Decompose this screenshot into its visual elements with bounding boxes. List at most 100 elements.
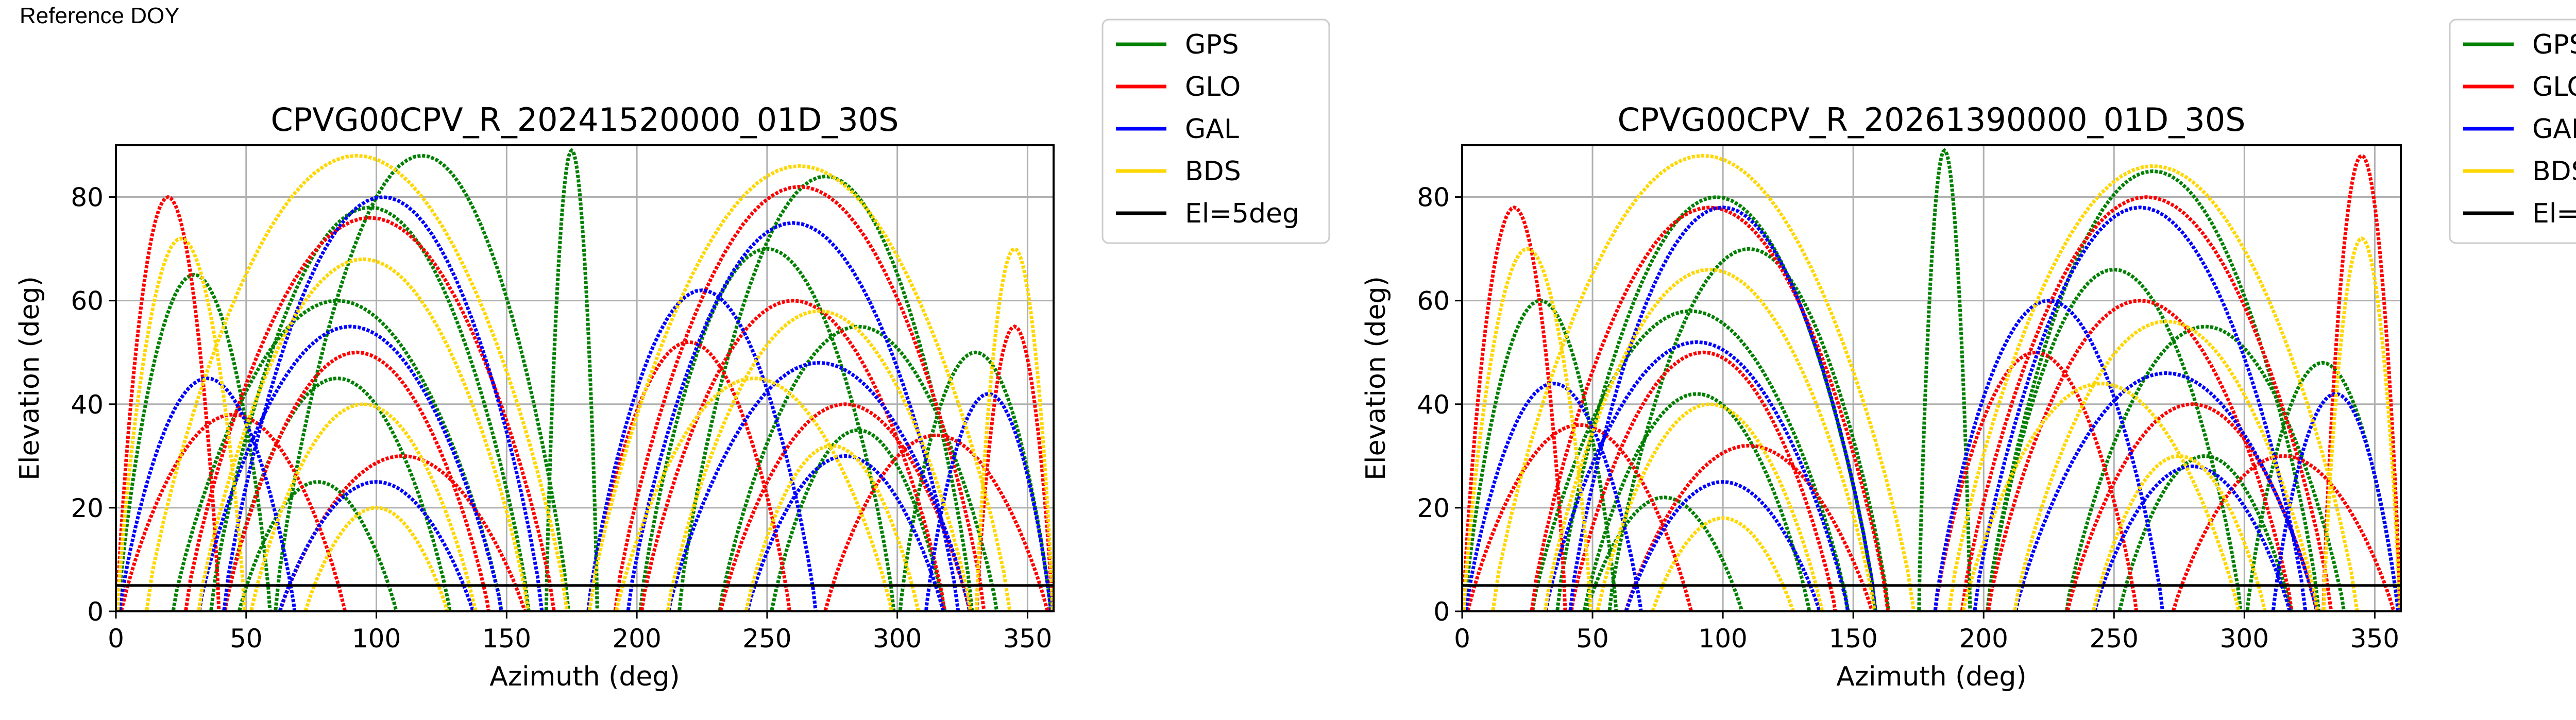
x-tick-label: 150 (482, 624, 531, 654)
series-gps-track (237, 480, 398, 611)
x-tick-label: 200 (1959, 624, 2008, 654)
y-axis-label: Elevation (deg) (14, 276, 45, 481)
series-gal-track (117, 376, 297, 611)
series-bds-track (2321, 236, 2401, 611)
series-glo-track (1569, 350, 1837, 611)
series-gps-track (1986, 169, 2321, 611)
series-bds-track (666, 309, 973, 611)
series-bds-track (1650, 516, 1795, 611)
x-tick-label: 50 (1576, 624, 1609, 654)
series-glo-track (278, 454, 527, 611)
series-gps-track (1607, 247, 1891, 611)
series-gal-track (278, 480, 475, 611)
series-glo-track (613, 184, 986, 611)
x-tick-label: 100 (352, 624, 401, 654)
legend-entry: GLO (1185, 72, 1241, 102)
x-tick-label: 250 (742, 624, 791, 654)
series-gps-track (1555, 195, 1877, 611)
chart-title: CPVG00CPV_R_20261390000_01D_30S (1618, 101, 2246, 139)
legend: GPS GLO GAL BDS El=5deg (2449, 19, 2576, 244)
series-gal-track (1973, 205, 2308, 611)
chart-title: CPVG00CPV_R_20241520000_01D_30S (271, 101, 899, 139)
legend-entry: GAL (2532, 114, 2576, 145)
y-tick-label: 60 (71, 286, 104, 316)
series-gps-track (1582, 392, 1811, 611)
series-gps-track (544, 148, 599, 611)
series-gal-track (667, 361, 972, 611)
series-gps-track (274, 153, 570, 611)
series-glo-track (2065, 402, 2319, 611)
legend-box (2449, 19, 2576, 244)
x-tick-label: 100 (1698, 624, 1747, 654)
series-glo-track (223, 350, 491, 611)
series-gal-track (1568, 205, 1878, 611)
plot-area (116, 148, 1054, 611)
legend-entry: GAL (1185, 114, 1239, 145)
y-axis-label: Elevation (deg) (1361, 276, 1392, 481)
x-tick-label: 0 (108, 624, 124, 654)
y-tick-label: 40 (1417, 390, 1450, 420)
x-tick-label: 350 (2350, 624, 2399, 654)
y-tick-label: 40 (71, 390, 104, 420)
legend-entry: GPS (1185, 29, 1239, 60)
legend-entry: El=5deg (1185, 198, 1299, 229)
series-gps-track (223, 376, 452, 611)
skyplot-chart-2: 0 50 100 150 200 250 300 350 0 20 40 60 80 CPVG00CPV_… (1361, 19, 2576, 692)
series-gps-track (638, 247, 896, 611)
series-bds-track (1462, 247, 1593, 611)
series-gal-track (924, 392, 1053, 611)
plot-area (1462, 148, 2401, 611)
x-tick-label: 300 (2220, 624, 2269, 654)
series-bds-track (303, 506, 450, 611)
x-tick-label: 350 (1003, 624, 1052, 654)
legend-box (1101, 19, 1330, 244)
series-gal-track (745, 454, 945, 611)
y-tick-label: 60 (1417, 286, 1450, 316)
y-tick-label: 20 (1417, 493, 1450, 523)
x-tick-label: 200 (612, 624, 661, 654)
axes-frame (115, 144, 1055, 612)
series-glo-track (1466, 423, 1693, 611)
series-gps-track (209, 205, 531, 611)
series-gal-track (197, 324, 503, 611)
legend-entry: GPS (2532, 29, 2576, 60)
x-axis-label: Azimuth (deg) (1836, 661, 2026, 692)
series-gal-track (2014, 371, 2318, 611)
series-bds-track (145, 153, 569, 611)
series-gal-track (1933, 299, 2165, 611)
y-tick-label: 80 (71, 183, 104, 213)
x-tick-label: 150 (1828, 624, 1877, 654)
x-tick-label: 0 (1454, 624, 1470, 654)
legend-entry: El=5deg (2532, 198, 2576, 229)
legend-entry: BDS (2532, 156, 2576, 187)
series-glo-track (1960, 195, 2333, 611)
legend: GPS GLO GAL BDS El=5deg (1101, 19, 1330, 244)
figure-label: Reference DOY (20, 3, 180, 28)
x-tick-label: 300 (873, 624, 922, 654)
skyplot-chart-1: 0 50 100 150 200 250 300 350 0 20 40 60 80 CPVG00CPV_… (14, 19, 1330, 692)
y-tick-label: 80 (1417, 183, 1450, 213)
axes-frame (1461, 144, 2402, 612)
series-glo-track (1933, 350, 2139, 611)
series-bds-track (1947, 164, 2359, 611)
series-gal-track (626, 221, 960, 611)
series-bds-track (116, 236, 247, 611)
series-gal-track (222, 195, 544, 611)
series-gps-track (898, 350, 1053, 611)
series-bds-track (197, 257, 530, 611)
x-axis-label: Azimuth (deg) (489, 661, 680, 692)
series-gal-track (2092, 464, 2292, 611)
series-gps-track (1985, 267, 2243, 611)
legend-entry: BDS (1185, 156, 1241, 187)
series-glo-track (586, 340, 791, 611)
y-tick-label: 20 (71, 493, 104, 523)
series-bds-track (587, 164, 1012, 611)
series-glo-track (119, 413, 347, 611)
series-glo-track (116, 195, 221, 611)
series-gal-track (1464, 382, 1643, 611)
series-bds-track (1543, 267, 1877, 611)
series-gps-track (171, 299, 503, 611)
series-glo-track (1623, 443, 1874, 611)
series-glo-track (1530, 205, 1890, 611)
